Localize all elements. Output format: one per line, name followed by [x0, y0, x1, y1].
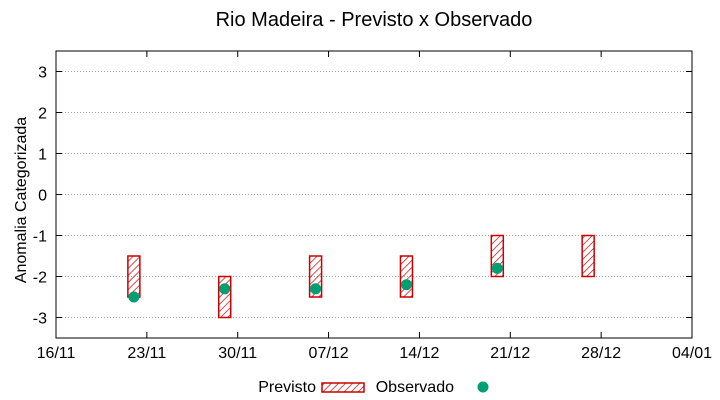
- legend-swatch-previsto: [321, 382, 365, 393]
- x-tick-label: 23/11: [127, 345, 166, 362]
- observado-point: [491, 262, 503, 274]
- legend: Previsto Observado: [258, 379, 489, 396]
- axes: -3 -2 -1 0 1 2 3 16/11 23/11 30/11 07/12 14/12 21/12…: [33, 50, 712, 362]
- legend-label-previsto: Previsto: [258, 379, 316, 396]
- y-tick-label: 0: [38, 188, 47, 205]
- y-axis-label: Anomalia Categorizada: [13, 117, 30, 283]
- x-tick-label: 21/12: [490, 345, 530, 362]
- previsto-bar: [217, 275, 232, 319]
- observado-point: [128, 291, 140, 303]
- previsto-bar: [581, 234, 595, 278]
- x-tick-label: 28/12: [581, 345, 621, 362]
- x-tick-label: 04/01: [672, 345, 712, 362]
- plot-marks: [127, 234, 595, 319]
- x-tick-label: 14/12: [399, 345, 439, 362]
- x-tick-label: 16/11: [37, 345, 76, 362]
- observado-point: [400, 279, 412, 291]
- observado-point: [310, 283, 322, 295]
- legend-label-observado: Observado: [376, 379, 454, 396]
- plot-frame: [55, 50, 693, 339]
- grid: [56, 71, 692, 318]
- y-tick-label: -2: [33, 270, 47, 287]
- y-tick-label: -1: [33, 229, 47, 246]
- previsto-bar: [399, 255, 414, 298]
- x-tick-label: 07/12: [309, 345, 349, 362]
- y-tick-label: 3: [38, 65, 47, 82]
- y-tick-label: 1: [38, 147, 47, 164]
- chart-title: Rio Madeira - Previsto x Observado: [216, 9, 533, 31]
- previsto-bar: [127, 255, 141, 298]
- x-tick-label: 30/11: [218, 345, 257, 362]
- legend-swatch-observado: [477, 381, 489, 393]
- observado-point: [219, 283, 231, 295]
- y-tick-label: -3: [33, 311, 47, 328]
- y-tick-label: 2: [38, 106, 47, 123]
